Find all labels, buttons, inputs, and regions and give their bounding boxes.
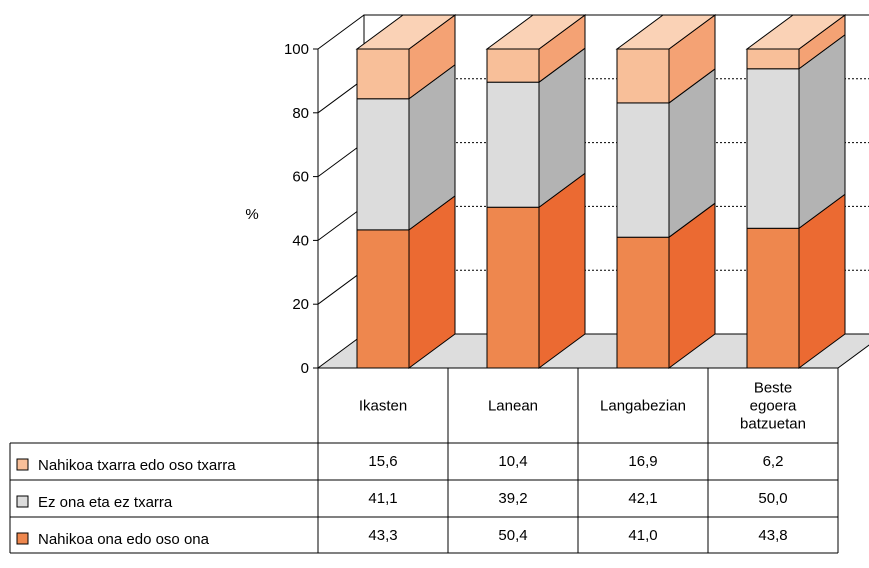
table-value: 43,3 [368, 527, 397, 544]
category-label: Beste [754, 380, 792, 397]
bar-segment-front [486, 48, 540, 83]
category-label: egoera [750, 398, 797, 415]
y-tick-label: 80 [292, 105, 309, 122]
gridline-side [317, 269, 365, 305]
table-value: 50,0 [758, 490, 787, 507]
legend-label: Ez ona eta ez txarra [38, 494, 173, 511]
bar-segment-front [616, 48, 670, 104]
y-tick-label: 100 [284, 41, 309, 58]
bar-top [615, 14, 717, 50]
y-tick-label: 60 [292, 169, 309, 186]
bar-segment-front [356, 98, 410, 231]
category-label: batzuetan [740, 416, 806, 433]
bar-segment-front [356, 48, 410, 100]
bar-segment-front [486, 81, 540, 208]
category-label: Langabezian [600, 398, 686, 415]
bar-top [355, 14, 457, 50]
bar-segment-front [486, 206, 540, 369]
legend-label: Nahikoa ona edo oso ona [38, 531, 210, 548]
table-value: 15,6 [368, 453, 397, 470]
y-tick-label: 40 [292, 232, 309, 249]
table-value: 43,8 [758, 527, 787, 544]
bar-segment-front [616, 102, 670, 238]
bar-segment-front [356, 229, 410, 369]
bar-segment-front [746, 68, 800, 229]
table-value: 41,0 [628, 527, 657, 544]
y-tick-label: 0 [301, 360, 309, 377]
y-tick-label: 20 [292, 296, 309, 313]
bar-segment-front [746, 48, 800, 70]
legend-swatch [16, 458, 29, 471]
table-value: 6,2 [763, 453, 784, 470]
category-label: Lanean [488, 398, 538, 415]
y-axis: 0 20 40 60 80 100 [284, 41, 319, 377]
bar-top [745, 14, 847, 50]
gridline-side [317, 142, 365, 178]
table-value: 42,1 [628, 490, 657, 507]
bar-top [485, 14, 587, 50]
table-value: 39,2 [498, 490, 527, 507]
gridline-side [317, 205, 365, 241]
legend-swatch [16, 495, 29, 508]
table-value: 16,9 [628, 453, 657, 470]
table-value: 10,4 [498, 453, 527, 470]
y-axis-label: % [245, 206, 258, 223]
gridline-side [317, 14, 365, 50]
bar-segment-front [616, 236, 670, 369]
legend-label: Nahikoa txarra edo oso txarra [38, 457, 236, 474]
table-value: 41,1 [368, 490, 397, 507]
table-value: 50,4 [498, 527, 527, 544]
data-table: Ikasten Lanean Langabezian Besteegoerabatzu… [9, 368, 839, 554]
bars [355, 14, 847, 369]
category-label: Ikasten [359, 398, 407, 415]
bar-segment-front [746, 227, 800, 369]
legend-swatch [16, 532, 29, 545]
gridline-side [317, 78, 365, 114]
